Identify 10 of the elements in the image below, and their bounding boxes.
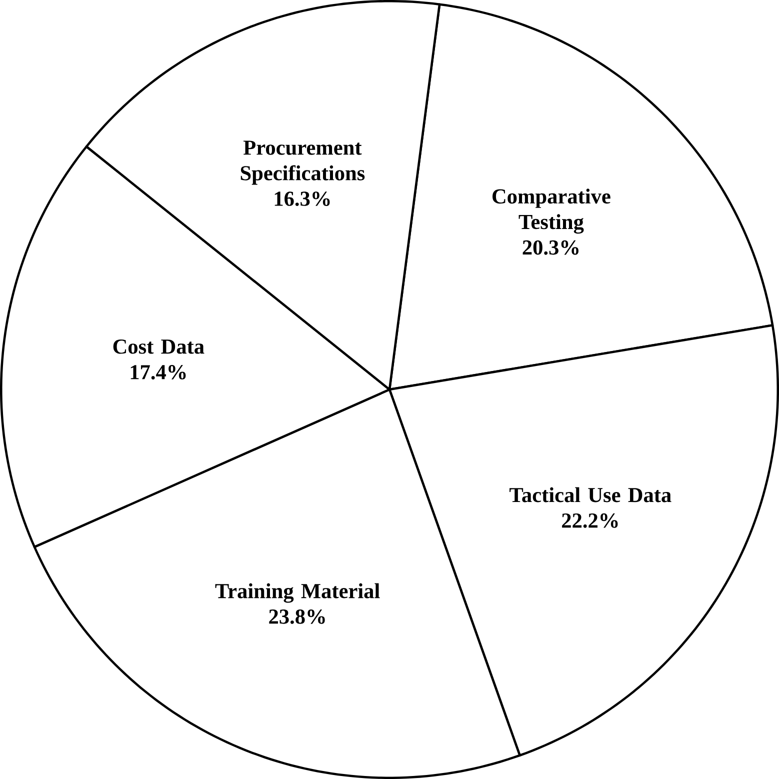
slice-label: Comparative Testing <box>492 188 610 234</box>
data-label: 16.3% <box>274 192 330 206</box>
slice-label: Training Material <box>215 583 380 603</box>
slice-label: Procurement Specifications <box>240 140 365 185</box>
data-label: 22.2% <box>562 513 618 528</box>
slice-label: Tactical Use Data <box>510 487 672 502</box>
slice-label: Cost Data <box>113 340 204 354</box>
data-label: 23.8% <box>269 609 325 624</box>
data-label: 17.4% <box>130 364 186 380</box>
data-label: 20.3% <box>522 240 578 255</box>
